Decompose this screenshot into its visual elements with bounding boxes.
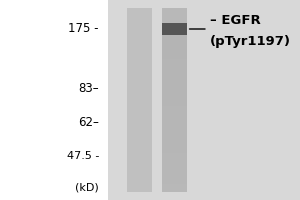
Bar: [162, 23, 187, 35]
Bar: [162, 98, 187, 106]
Bar: [162, 74, 187, 82]
Text: 83–: 83–: [78, 82, 99, 95]
Text: (pTyr1197): (pTyr1197): [210, 36, 291, 48]
Bar: [162, 35, 187, 43]
Text: – EGFR: – EGFR: [210, 15, 260, 27]
Bar: [162, 184, 187, 192]
Bar: [162, 145, 187, 153]
Bar: [162, 106, 187, 114]
Bar: [0, 0, 108, 200]
Bar: [162, 176, 187, 184]
Bar: [162, 129, 187, 137]
Bar: [162, 59, 187, 66]
Bar: [162, 8, 187, 192]
Text: 62–: 62–: [78, 116, 99, 129]
Bar: [162, 90, 187, 98]
Bar: [162, 82, 187, 90]
Bar: [162, 43, 187, 51]
Text: (kD): (kD): [75, 182, 99, 192]
Bar: [162, 51, 187, 59]
Bar: [162, 66, 187, 74]
Bar: [108, 0, 300, 200]
Bar: [162, 161, 187, 168]
Text: 175 -: 175 -: [68, 22, 99, 36]
Bar: [162, 114, 187, 121]
Bar: [162, 153, 187, 161]
Bar: [162, 121, 187, 129]
Bar: [162, 137, 187, 145]
Text: 47.5 -: 47.5 -: [67, 151, 99, 161]
Bar: [127, 8, 152, 192]
Bar: [162, 168, 187, 176]
